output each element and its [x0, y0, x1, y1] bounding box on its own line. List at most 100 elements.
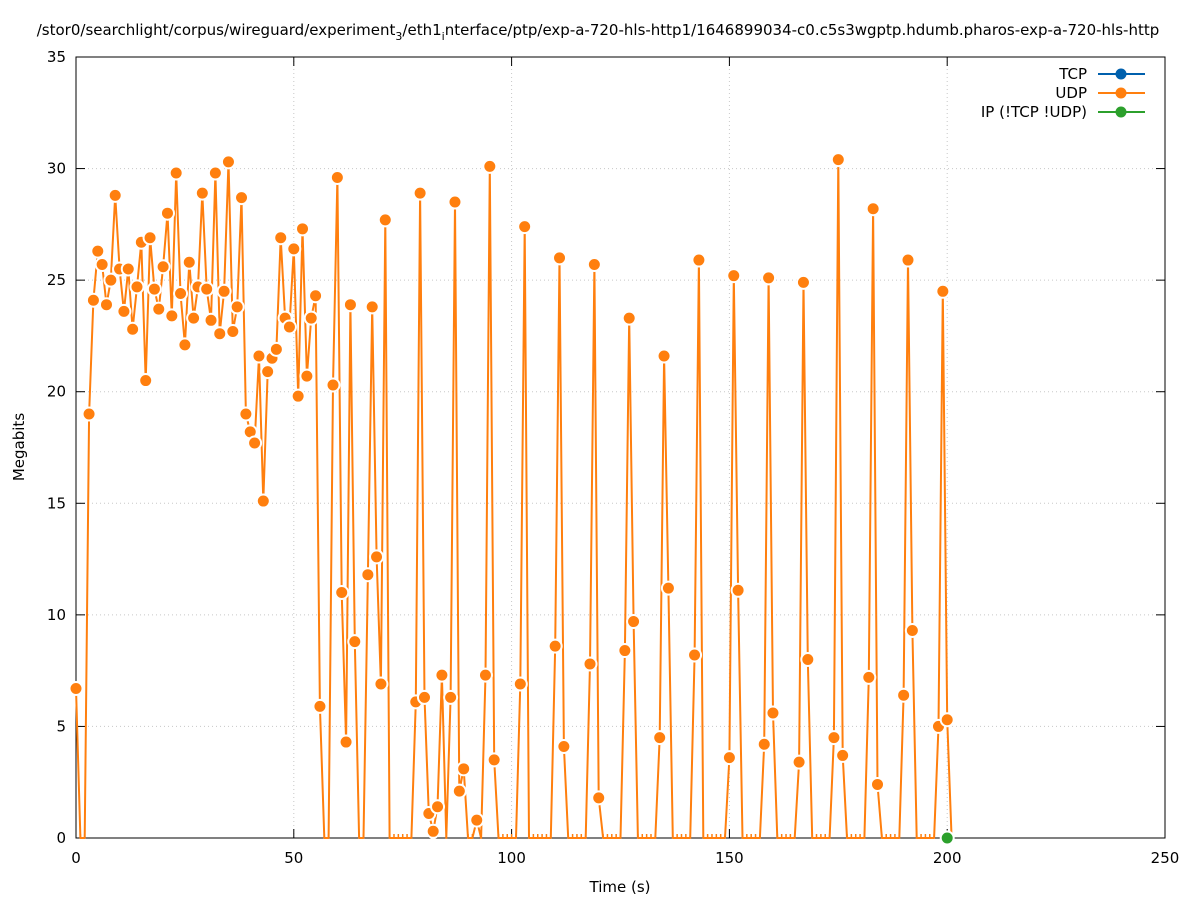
- data-point: [730, 582, 746, 598]
- data-point: [447, 194, 463, 210]
- data-point: [125, 321, 141, 337]
- data-point: [904, 622, 920, 638]
- data-point: [482, 158, 498, 174]
- data-point: [251, 348, 267, 364]
- data-point: [761, 270, 777, 286]
- data-point: [756, 736, 772, 752]
- data-point: [512, 676, 528, 692]
- data-point: [517, 219, 533, 235]
- data-point: [225, 323, 241, 339]
- data-point: [85, 292, 101, 308]
- x-tick-label: 0: [71, 849, 81, 867]
- y-tick-label: 25: [47, 271, 66, 289]
- data-point: [861, 669, 877, 685]
- legend-marker: [1115, 87, 1127, 99]
- data-point: [896, 687, 912, 703]
- legend-marker: [1115, 68, 1127, 80]
- y-tick-label: 10: [47, 606, 66, 624]
- data-point: [617, 643, 633, 659]
- data-point: [199, 281, 215, 297]
- data-point: [687, 647, 703, 663]
- legend-marker: [1115, 106, 1127, 118]
- data-point: [286, 241, 302, 257]
- data-point: [90, 243, 106, 259]
- data-point: [273, 230, 289, 246]
- data-point: [290, 388, 306, 404]
- data-point: [865, 201, 881, 217]
- data-point: [342, 297, 358, 313]
- data-point: [691, 252, 707, 268]
- data-point: [138, 373, 154, 389]
- data-point: [456, 761, 472, 777]
- x-tick-label: 100: [497, 849, 526, 867]
- data-point: [900, 252, 916, 268]
- y-tick-label: 35: [47, 48, 66, 66]
- plot-frame: [75, 56, 1166, 839]
- data-point: [364, 299, 380, 315]
- data-point: [98, 297, 114, 313]
- data-point: [451, 783, 467, 799]
- data-point: [835, 747, 851, 763]
- data-point: [443, 689, 459, 705]
- data-point: [726, 268, 742, 284]
- data-point: [347, 634, 363, 650]
- data-point: [186, 310, 202, 326]
- data-point: [412, 185, 428, 201]
- data-point: [207, 165, 223, 181]
- data-point: [830, 152, 846, 168]
- data-point: [556, 739, 572, 755]
- data-point: [247, 435, 263, 451]
- data-point: [234, 190, 250, 206]
- data-point: [155, 259, 171, 275]
- data-point: [795, 274, 811, 290]
- data-point: [168, 165, 184, 181]
- data-point: [81, 406, 97, 422]
- data-point: [255, 493, 271, 509]
- data-point: [181, 254, 197, 270]
- data-point: [312, 698, 328, 714]
- data-point: [477, 667, 493, 683]
- x-tick-label: 200: [933, 849, 962, 867]
- data-point: [120, 261, 136, 277]
- chart-title: /stor0/searchlight/corpus/wireguard/expe…: [37, 21, 1159, 43]
- data-point: [220, 154, 236, 170]
- data-point: [582, 656, 598, 672]
- data-point: [151, 301, 167, 317]
- data-point: [129, 279, 145, 295]
- data-point: [660, 580, 676, 596]
- data-point: [430, 799, 446, 815]
- data-point: [142, 230, 158, 246]
- data-point: [238, 406, 254, 422]
- data-point: [159, 205, 175, 221]
- data-point: [626, 614, 642, 630]
- data-point: [935, 283, 951, 299]
- series-1: [68, 152, 955, 839]
- axis-ticks: 0 5 10 15 20 25 30 35 0 50 100 150 200 250: [47, 48, 1179, 867]
- data-point: [621, 310, 637, 326]
- x-tick-label: 50: [284, 849, 303, 867]
- data-point: [652, 730, 668, 746]
- data-point: [103, 272, 119, 288]
- data-point: [194, 185, 210, 201]
- data-point: [107, 187, 123, 203]
- data-point: [173, 286, 189, 302]
- data-point: [552, 250, 568, 266]
- y-tick-label: 20: [47, 383, 66, 401]
- data-point: [434, 667, 450, 683]
- data-point: [334, 585, 350, 601]
- y-axis-title: Megabits: [10, 413, 28, 481]
- y-tick-label: 15: [47, 494, 66, 512]
- y-tick-label: 5: [56, 717, 66, 735]
- data-point: [68, 680, 84, 696]
- data-point: [295, 221, 311, 237]
- data-point: [369, 549, 385, 565]
- data-point: [377, 212, 393, 228]
- y-tick-label: 30: [47, 160, 66, 178]
- x-axis-title: Time (s): [589, 878, 651, 896]
- grid: [76, 57, 1165, 838]
- data-point: [826, 730, 842, 746]
- data-point: [325, 377, 341, 393]
- data-point: [212, 326, 228, 342]
- series-layer: [68, 152, 955, 846]
- data-point: [146, 281, 162, 297]
